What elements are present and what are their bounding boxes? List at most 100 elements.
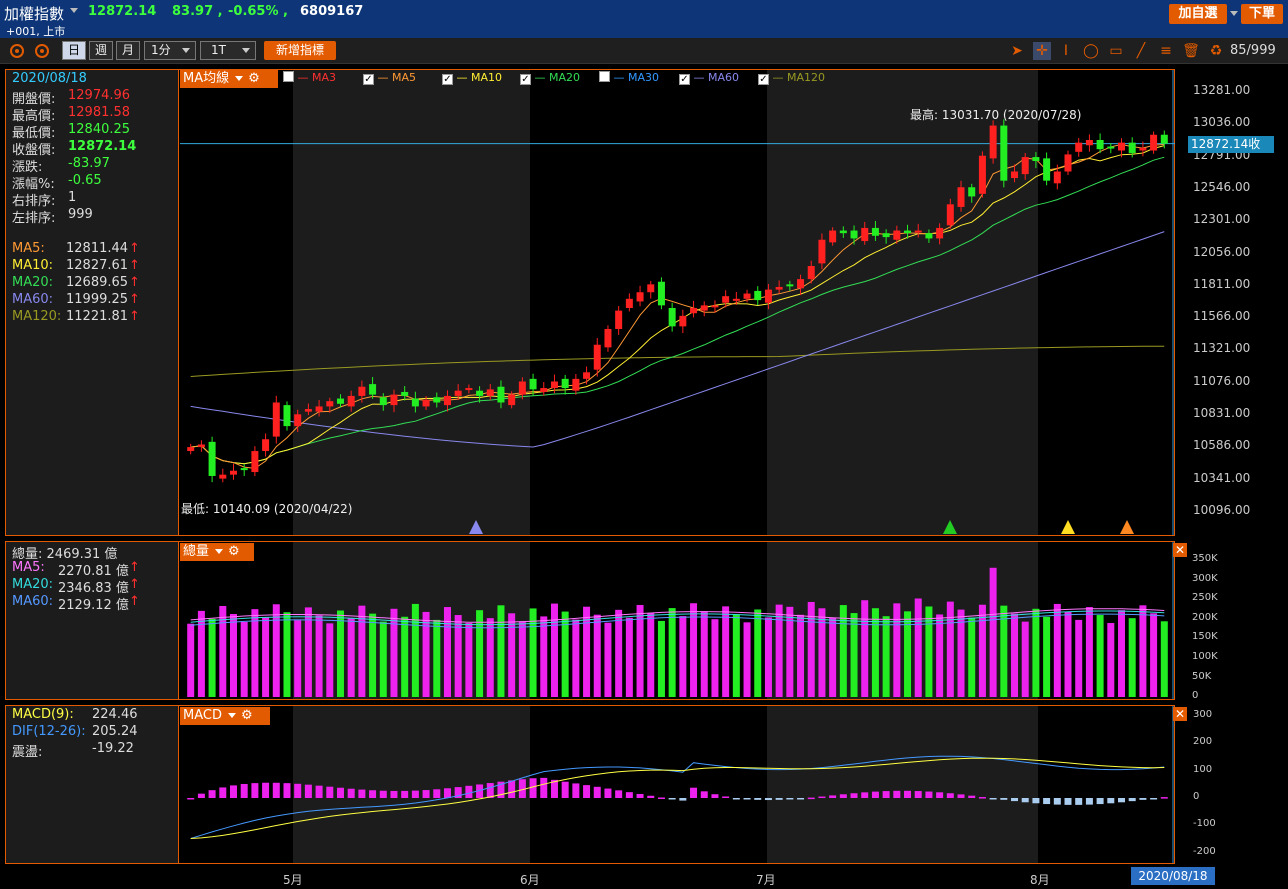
macd-row: 震盪: -19.22 [12, 741, 134, 760]
candle-body [946, 204, 954, 226]
volume-bar [1096, 615, 1104, 697]
text-cursor-icon[interactable]: I [1063, 43, 1069, 59]
date-axis [0, 866, 1288, 889]
volume-bar [1011, 613, 1019, 697]
close-icon[interactable]: ✕ [1173, 543, 1187, 557]
legend-item-ma30[interactable]: — MA30 [599, 71, 659, 84]
gear-icon[interactable]: ⚙ [248, 71, 260, 86]
checkbox-icon[interactable] [599, 71, 610, 82]
up-arrow-icon: ↑ [129, 594, 140, 609]
zoom-out-icon[interactable] [35, 44, 49, 58]
macd-histogram-bar [476, 784, 484, 798]
macd-histogram-bar [219, 787, 227, 798]
volume-indicator-tag[interactable]: 總量 ⚙ [180, 543, 254, 561]
macd-histogram-bar [861, 792, 869, 798]
volume-bar [476, 610, 484, 697]
price-row-label: 開盤價: [12, 92, 56, 107]
candle-body [850, 230, 858, 239]
legend-item-ma5[interactable]: ✓ — MA5 [363, 71, 417, 85]
macd-histogram-bar [732, 798, 740, 800]
order-button[interactable]: 下單 [1241, 4, 1283, 24]
zoom-in-icon[interactable] [10, 44, 24, 58]
legend-item-ma60[interactable]: ✓ — MA60 [679, 71, 740, 85]
fibonacci-icon[interactable]: ≡ [1160, 43, 1172, 59]
total-volume: 6809167 [300, 4, 364, 19]
volume-bar [358, 605, 366, 697]
period-minute-select[interactable]: 1分 [144, 41, 196, 60]
rectangle-icon[interactable]: ▭ [1109, 43, 1123, 59]
add-watchlist-button[interactable]: 加自選 [1169, 4, 1227, 24]
candle-body [839, 230, 847, 234]
checkbox-checked-icon[interactable]: ✓ [679, 74, 690, 85]
candle-body [561, 378, 569, 389]
ma-row-value: 11999.25 [66, 292, 129, 307]
candlestick-chart[interactable] [180, 70, 1175, 535]
legend-item-ma120[interactable]: ✓ — MA120 [758, 71, 826, 85]
price-row: 最低價: 12840.25 [12, 122, 130, 141]
macd-histogram-bar [1096, 798, 1104, 805]
macd-histogram-bar [946, 793, 954, 798]
price-row-value: 12981.58 [68, 105, 131, 120]
volume-bar [668, 608, 676, 697]
legend-label: MA120 [787, 71, 826, 84]
macd-histogram-bar [1011, 798, 1019, 802]
trash-icon[interactable]: 🗑 [1182, 43, 1200, 59]
gear-icon[interactable]: ⚙ [240, 708, 253, 723]
checkbox-checked-icon[interactable]: ✓ [520, 74, 531, 85]
legend-item-ma20[interactable]: ✓ — MA20 [520, 71, 581, 85]
volume-bar [550, 603, 558, 697]
legend-item-ma3[interactable]: — MA3 [283, 71, 336, 84]
checkbox-checked-icon[interactable]: ✓ [363, 74, 374, 85]
price-row-value: -83.97 [68, 156, 110, 171]
chevron-down-icon [215, 549, 224, 554]
candle-body [197, 444, 205, 448]
candle-body [1160, 134, 1168, 144]
chevron-down-icon [182, 48, 190, 53]
volume-bar [251, 609, 259, 697]
volume-bar [1128, 618, 1136, 697]
pointer-icon[interactable]: ➤ [1011, 43, 1023, 59]
candle-body [647, 284, 655, 293]
ma-indicator-tag[interactable]: MA均線 ⚙ [180, 70, 278, 88]
line-icon[interactable]: ╱ [1136, 43, 1146, 59]
volume-bar [369, 613, 377, 697]
legend-label: MA10 [471, 71, 503, 84]
ma-row: MA20: 12689.65 ↑ [12, 275, 140, 290]
refresh-icon[interactable]: ♻ [1209, 43, 1223, 59]
page-count: 85/999 [1230, 43, 1276, 58]
candle-body [497, 386, 505, 403]
checkbox-checked-icon[interactable]: ✓ [758, 74, 769, 85]
high-annotation: 最高: 13031.70 (2020/07/28) [910, 108, 1082, 122]
checkbox-checked-icon[interactable]: ✓ [442, 74, 453, 85]
volume-y-tick: 150K [1192, 631, 1218, 643]
checkbox-icon[interactable] [283, 71, 294, 82]
volume-chart[interactable] [180, 542, 1175, 699]
macd-indicator-tag[interactable]: MACD ⚙ [180, 707, 270, 725]
crosshair-icon[interactable]: ✛ [1033, 42, 1051, 60]
candle-body [1139, 147, 1147, 151]
volume-bar [679, 616, 687, 697]
chevron-down-icon[interactable] [70, 8, 78, 13]
volume-bar [754, 609, 762, 697]
gear-icon[interactable]: ⚙ [228, 544, 240, 559]
macd-row: DIF(12-26): 205.24 [12, 724, 138, 739]
ma-row-label: MA10: [12, 258, 54, 273]
period-tick-select[interactable]: 1T [200, 41, 256, 60]
macd-histogram-bar [700, 791, 708, 798]
ellipse-icon[interactable]: ◯ [1083, 43, 1099, 59]
low-annotation: 最低: 10140.09 (2020/04/22) [181, 502, 353, 516]
period-month-button[interactable]: 月 [116, 41, 140, 60]
chevron-down-icon[interactable] [1230, 11, 1238, 16]
index-name[interactable]: 加權指數 [4, 5, 65, 23]
macd-histogram-bar [786, 798, 794, 800]
period-day-button[interactable]: 日 [62, 41, 86, 60]
candle-body [764, 289, 772, 303]
add-indicator-button[interactable]: 新增指標 [264, 41, 336, 60]
candle-body [262, 439, 270, 452]
macd-chart[interactable] [180, 706, 1175, 863]
price-change-pct: -0.65% , [228, 4, 288, 19]
close-icon[interactable]: ✕ [1173, 707, 1187, 721]
volume-bar [1053, 603, 1061, 697]
legend-item-ma10[interactable]: ✓ — MA10 [442, 71, 503, 85]
period-week-button[interactable]: 週 [89, 41, 113, 60]
